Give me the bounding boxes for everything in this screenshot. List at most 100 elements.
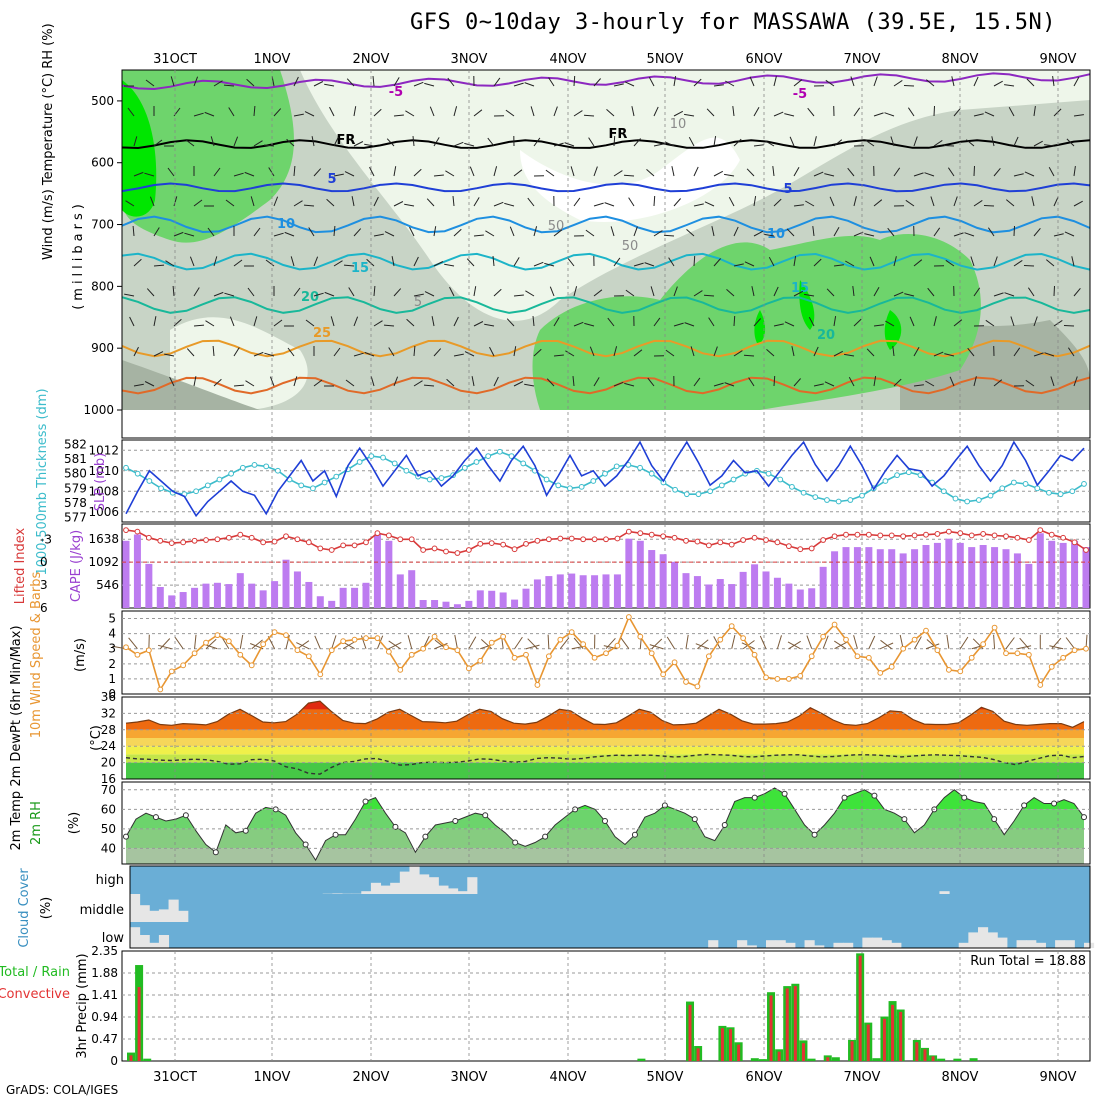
thickness-marker [555,482,562,489]
cloud-low-bar [1035,942,1046,948]
wind-barb [351,196,355,207]
cape-bar [305,581,313,608]
wind-barb [893,291,904,297]
pressure-tick-label: 600 [91,156,114,170]
pressure-tick-label: 500 [91,94,114,108]
wind-speed-marker [660,671,667,678]
cloud-low-bar [149,942,160,948]
wind-speed-marker [385,648,392,655]
wind-barb [993,256,998,267]
wind-barb [813,136,817,147]
wind-barb [1045,259,1055,267]
wind-barb [313,292,324,297]
wind-barb [549,286,555,297]
wind-barb [207,227,215,237]
wind-barb [193,287,200,297]
surface-wind-barb [959,636,969,649]
wind-barb [869,256,875,267]
pressure-axis-label: (millibars) [71,200,86,310]
lifted-index-marker [808,545,815,552]
wind-barb [133,136,138,147]
wind-barb [533,226,538,237]
wind-barb [366,258,375,267]
wind-speed-marker [511,654,518,661]
thickness-marker [707,488,714,495]
wind-barb [493,166,498,177]
date-label-top: 8NOV [942,52,979,67]
wind-barb [773,198,782,207]
cloud-middle-bar [149,910,160,922]
wind-barb [844,353,855,357]
wind-speed-marker [443,644,449,651]
wind-speed-marker [888,663,895,670]
lifted-index-marker [374,530,381,537]
wind-speed-marker [237,651,244,658]
surface-wind-barb [1049,645,1064,650]
wind-barb [650,286,655,297]
wind-tick-label: 1 [108,672,116,686]
wind-barb [987,227,995,237]
lifted-index-marker [660,533,667,540]
wind-barb [933,351,944,357]
wind-barb [413,256,419,267]
wind-barb [1008,107,1015,117]
surface-wind-barb [525,644,540,650]
precip-convective-bar [891,1004,895,1061]
rh2m-marker [901,816,908,823]
cape-bar [911,549,919,608]
cloud-middle-bar [139,905,150,922]
wind-barb [471,376,475,387]
wind-barb [764,233,775,237]
wind-speed-marker [934,647,941,654]
precip-convective-bar [785,988,789,1061]
precip-convective-bar [793,986,797,1061]
wind-barb [1053,196,1059,207]
surface-wind-barb [651,638,663,650]
lifted-tick-label: -3 [40,532,52,546]
cape-bar [991,547,999,608]
wind-barb [269,376,275,387]
wind-speed-marker [923,627,929,634]
upper-air-panel: -5 -5 FR FR 5 5 10 10 15 15 20 20 25 10 50 50 5 500 600 700… [41,23,1091,439]
wind-barb [973,165,975,177]
thickness-marker [520,460,527,467]
wind-barb [525,290,535,297]
lifted-index-marker [603,536,609,543]
cloud-low-bar [775,940,786,948]
cape-bar [979,545,987,608]
thickness-marker [403,467,410,474]
lifted-index-cape-panel: -3 0 3 6 1638 1092 546 Lifted Index CAPE (J/kg) [13,523,1091,615]
cloud-high-bar [390,882,401,894]
wind-barb [1033,316,1038,327]
wind-barb [453,353,464,357]
wind-speed-marker [648,650,655,657]
wind-barb [132,225,135,237]
cape-bar [876,549,884,608]
wind-barb [290,256,295,267]
wind-barb [133,171,144,177]
cloud-high-bar [939,891,950,894]
precip-total-bar [937,1058,946,1061]
wind-speed-marker [363,635,369,642]
surface-wind-barb [713,636,721,649]
wind-barb [1013,225,1015,237]
temp-tick-label: 20 [101,756,116,770]
surface-wind-barb [605,637,616,650]
wind-barb [303,204,315,207]
thickness-marker [905,469,912,476]
wind-barb [773,76,777,87]
lifted-index-marker [340,542,347,549]
wind-speed-marker [1048,663,1055,670]
lifted-index-marker [1003,533,1009,540]
wind-barb [205,320,215,327]
surface-wind-barb [1019,637,1030,650]
wind-barb [464,351,475,357]
wind-speed-marker [523,651,529,658]
surface-wind-barb [914,636,922,649]
rh2m-marker [362,798,369,805]
wind-barb [413,293,424,297]
wind-barb [1026,78,1035,87]
thickness-marker [473,459,480,465]
surface-wind-barb [649,644,664,650]
precip-convective-bar [696,1048,700,1061]
